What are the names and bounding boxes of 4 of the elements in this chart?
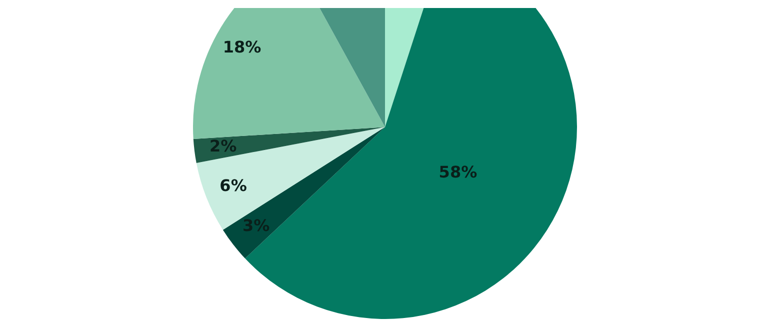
data-label: 6% — [220, 176, 247, 196]
data-label: 58% — [438, 162, 478, 182]
data-label: 18% — [222, 38, 262, 57]
data-label: 2% — [210, 136, 237, 156]
